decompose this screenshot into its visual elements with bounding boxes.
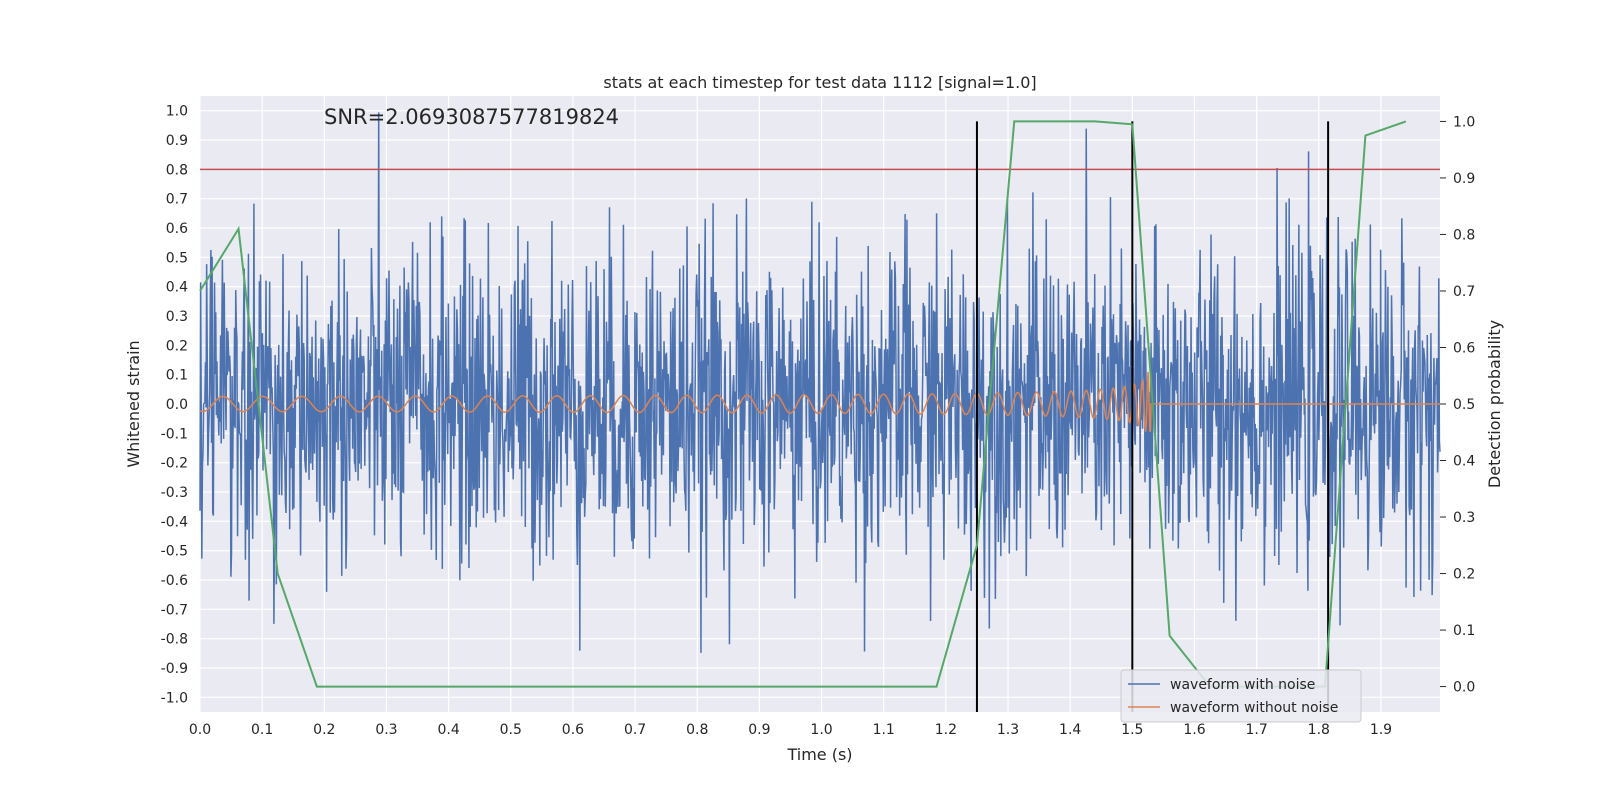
y2-tick-label: 0.8 [1453, 227, 1475, 243]
y2-tick-label: 0.0 [1453, 680, 1475, 696]
x-tick-label: 1.8 [1308, 722, 1330, 738]
y-tick-label: 0.4 [166, 280, 188, 296]
y-tick-label: 0.9 [166, 133, 188, 149]
y-tick-label: 0.2 [166, 338, 188, 354]
y-tick-label: 0.5 [166, 250, 188, 266]
y-tick-label: -1.0 [161, 690, 188, 706]
x-tick-label: 0.2 [313, 722, 335, 738]
legend-box [1120, 669, 1362, 723]
y-tick-label: 1.0 [166, 104, 188, 120]
y2-axis-label: Detection probability [1485, 320, 1504, 488]
x-tick-label: 1.7 [1246, 722, 1268, 738]
x-tick-label: 0.9 [748, 722, 770, 738]
x-tick-label: 0.8 [686, 722, 708, 738]
legend-label-noise: waveform with noise [1170, 677, 1315, 693]
y-tick-labels: 1.0 0.9 0.8 0.7 0.6 0.5 0.4 0.3 0.2 0.1 0.0 -0.1 -0.… [161, 104, 188, 707]
x-tick-label: 1.9 [1370, 722, 1392, 738]
y-tick-label: -0.7 [161, 602, 188, 618]
y-tick-label: 0.3 [166, 309, 188, 325]
x-tick-labels: 0.0 0.1 0.2 0.3 0.4 0.5 0.6 0.7 0.8 0.9 1.0 1.1 1.2 1… [189, 722, 1392, 738]
y2-tick-label: 1.0 [1453, 114, 1475, 130]
series-waveform-without-noise [199, 371, 1440, 432]
y-tick-label: -0.3 [161, 485, 188, 501]
y-tick-label: 0.8 [166, 162, 188, 178]
x-tick-label: 0.1 [251, 722, 273, 738]
y2-tick-label: 0.7 [1453, 284, 1475, 300]
legend: waveform with noise waveform without noi… [1120, 669, 1362, 723]
y-tick-label: -0.6 [161, 573, 188, 589]
x-tick-label: 0.4 [437, 722, 459, 738]
snr-annotation: SNR=2.0693087577819824 [324, 105, 619, 129]
x-tick-label: 1.6 [1183, 722, 1205, 738]
x-tick-label: 1.4 [1059, 722, 1081, 738]
series-waveform-with-noise [199, 112, 1441, 653]
x-tick-label: 1.0 [810, 722, 832, 738]
x-tick-label: 0.6 [562, 722, 584, 738]
y-axis-label: Whitened strain [124, 340, 143, 467]
x-tick-label: 1.1 [873, 722, 895, 738]
x-tick-label: 0.0 [189, 722, 211, 738]
y-tick-label: -0.9 [161, 661, 188, 677]
x-tick-label: 0.3 [375, 722, 397, 738]
event-markers [975, 121, 1330, 712]
x-axis-label: Time (s) [786, 745, 852, 764]
y-tick-label: 0.6 [166, 221, 188, 237]
y2-tick-label: 0.9 [1453, 171, 1475, 187]
y-tick-label: 0.1 [166, 368, 188, 384]
chart-title: stats at each timestep for test data 111… [603, 73, 1036, 92]
y2-tick-label: 0.5 [1453, 397, 1475, 413]
legend-label-clean: waveform without noise [1170, 700, 1338, 716]
y-tick-label: -0.2 [161, 456, 188, 472]
x-tick-label: 1.2 [935, 722, 957, 738]
y-tick-label: -0.1 [161, 426, 188, 442]
y2-tick-label: 0.2 [1453, 567, 1475, 583]
y2-tick-label: 0.6 [1453, 340, 1475, 356]
x-tick-label: 1.3 [997, 722, 1019, 738]
y-tick-label: 0.0 [166, 397, 188, 413]
x-tick-label: 0.7 [624, 722, 646, 738]
y2-tick-label: 0.3 [1453, 510, 1475, 526]
x-tick-label: 1.5 [1121, 722, 1143, 738]
y-tick-label: -0.4 [161, 514, 188, 530]
x-tick-label: 0.5 [500, 722, 522, 738]
y2-tick-label: 0.4 [1453, 454, 1475, 470]
y-tick-label: 0.7 [166, 192, 188, 208]
y-tick-label: -0.5 [161, 544, 188, 560]
y-tick-label: -0.8 [161, 632, 188, 648]
y2-tick-labels: 1.0 0.9 0.8 0.7 0.6 0.5 0.4 0.3 0.2 0.1 0.0 [1440, 114, 1475, 696]
y2-tick-label: 0.1 [1453, 623, 1475, 639]
